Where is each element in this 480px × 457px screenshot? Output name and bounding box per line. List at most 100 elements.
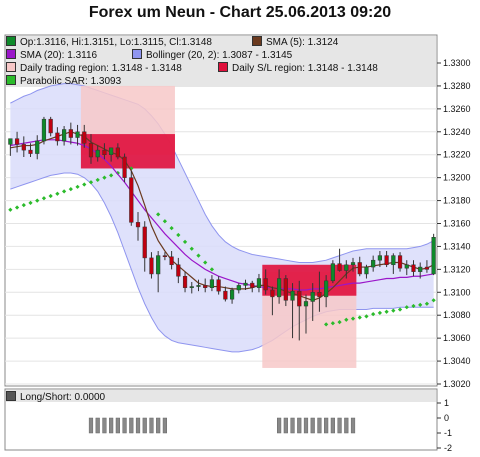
sma20-line — [10, 139, 434, 291]
long-short-bar — [109, 417, 114, 434]
y-tick-label: 1.3240 — [443, 127, 471, 137]
sar-dot — [418, 302, 423, 308]
y-tick-label: 1.3180 — [443, 196, 471, 206]
candle-body — [290, 290, 295, 301]
candle-body — [109, 147, 114, 155]
legend-item-sar: Parabolic SAR: 1.3093 — [6, 75, 121, 88]
sar-dot — [189, 246, 194, 251]
sar-dot — [330, 321, 335, 326]
sar-dot — [41, 196, 47, 201]
legend-label-sl-region: Daily S/L region: 1.3148 - 1.3148 — [232, 63, 378, 74]
candle-body — [62, 129, 67, 142]
sar-dot — [55, 191, 60, 196]
sar-dot — [377, 310, 383, 316]
legend: Op:1.3116, Hi:1.3151, Lo:1.3115, Cl:1.31… — [6, 36, 436, 88]
long-short-bar — [162, 417, 167, 434]
legend-swatch-sma5 — [252, 36, 262, 46]
long-short-bar — [283, 417, 288, 434]
ls-y-tick-label: -2 — [444, 443, 452, 453]
legend-label-bollinger: Bollinger (20, 2): 1.3087 - 1.3145 — [146, 50, 293, 61]
candle-body — [411, 264, 416, 272]
bollinger-lower-line — [10, 172, 434, 353]
candle-body — [21, 144, 26, 151]
candle-body — [243, 282, 248, 286]
candle-body — [35, 140, 40, 154]
long-short-label: Long/Short: 0.0000 — [20, 392, 106, 403]
ls-y-tick-label: 0 — [444, 413, 449, 423]
long-short-bar — [95, 417, 100, 434]
y-tick-label: 1.3160 — [443, 219, 471, 229]
long-short-bar — [297, 417, 302, 434]
sar-dot — [21, 203, 26, 208]
candle-body — [41, 118, 47, 142]
y-tick-label: 1.3020 — [443, 379, 471, 389]
candle-body — [277, 278, 282, 298]
sar-dot — [115, 170, 120, 176]
candle-body — [377, 255, 382, 261]
candle-body — [82, 131, 87, 144]
candle-body — [176, 264, 181, 277]
candle-body — [303, 301, 309, 307]
y-tick-label: 1.3200 — [443, 173, 471, 183]
candle-body — [391, 255, 396, 266]
legend-label-trading-region: Daily trading region: 1.3148 - 1.3148 — [20, 63, 182, 74]
candle-body — [431, 237, 436, 275]
candle-body — [209, 279, 215, 288]
sar-dot — [431, 298, 436, 303]
sar-dot — [350, 316, 356, 321]
sar-dot — [324, 322, 329, 327]
candle-body — [337, 263, 342, 271]
candle-body — [404, 264, 409, 269]
sar-dot — [95, 177, 100, 183]
legend-swatch-sma20 — [6, 49, 16, 59]
sar-dot — [344, 317, 349, 322]
long-short-swatch — [6, 391, 16, 401]
sar-dot — [68, 186, 73, 192]
candle-body — [102, 149, 107, 155]
candle-body — [216, 279, 221, 292]
candle-body — [115, 147, 120, 158]
legend-item-sl-region: Daily S/L region: 1.3148 - 1.3148 — [218, 62, 378, 75]
candle-body — [8, 138, 13, 145]
legend-item-sma5: SMA (5): 1.3124 — [252, 36, 338, 49]
candle-body — [135, 222, 141, 228]
sar-dot — [28, 200, 33, 205]
candle-body — [88, 143, 94, 158]
sar-dot — [357, 315, 362, 320]
chart-title: Forex um Neun - Chart 25.06.2013 09:20 — [88, 4, 392, 21]
sar-dot — [102, 175, 107, 180]
candle-body — [310, 292, 315, 302]
long-short-bar — [102, 417, 107, 434]
candle-body — [330, 263, 335, 282]
candle-body — [250, 282, 255, 288]
legend-item-ohlc: Op:1.3116, Hi:1.3151, Lo:1.3115, Cl:1.31… — [6, 36, 212, 49]
sar-dot — [75, 184, 80, 189]
long-short-bar — [277, 417, 282, 434]
sar-dot — [424, 301, 430, 306]
legend-swatch-ohlc — [6, 36, 16, 46]
sar-dot — [391, 308, 396, 313]
candle-body — [424, 266, 430, 270]
candle-body — [156, 255, 161, 275]
long-short-bar — [122, 417, 127, 434]
long-short-bar — [303, 417, 309, 434]
sl-region-3 — [262, 264, 357, 296]
candle-body — [189, 286, 194, 288]
sar-dot — [203, 260, 208, 265]
legend-label-sma5: SMA (5): 1.3124 — [266, 37, 339, 48]
candle-body — [270, 289, 275, 298]
long-short-bar — [317, 417, 322, 434]
long-short-bar — [135, 417, 141, 434]
legend-label-ohlc: Op:1.3116, Hi:1.3151, Lo:1.3115, Cl:1.31… — [20, 37, 212, 48]
legend-item-trading-region: Daily trading region: 1.3148 - 1.3148 — [6, 62, 182, 75]
y-tick-label: 1.3280 — [443, 81, 471, 91]
bollinger-upper-line — [10, 83, 434, 263]
candle-body — [344, 264, 349, 271]
candle-body — [283, 278, 288, 301]
long-short-bar — [149, 417, 154, 434]
candle-body — [48, 118, 53, 134]
candle-body — [68, 129, 73, 138]
candle-body — [95, 149, 100, 158]
candle-body — [169, 256, 174, 266]
